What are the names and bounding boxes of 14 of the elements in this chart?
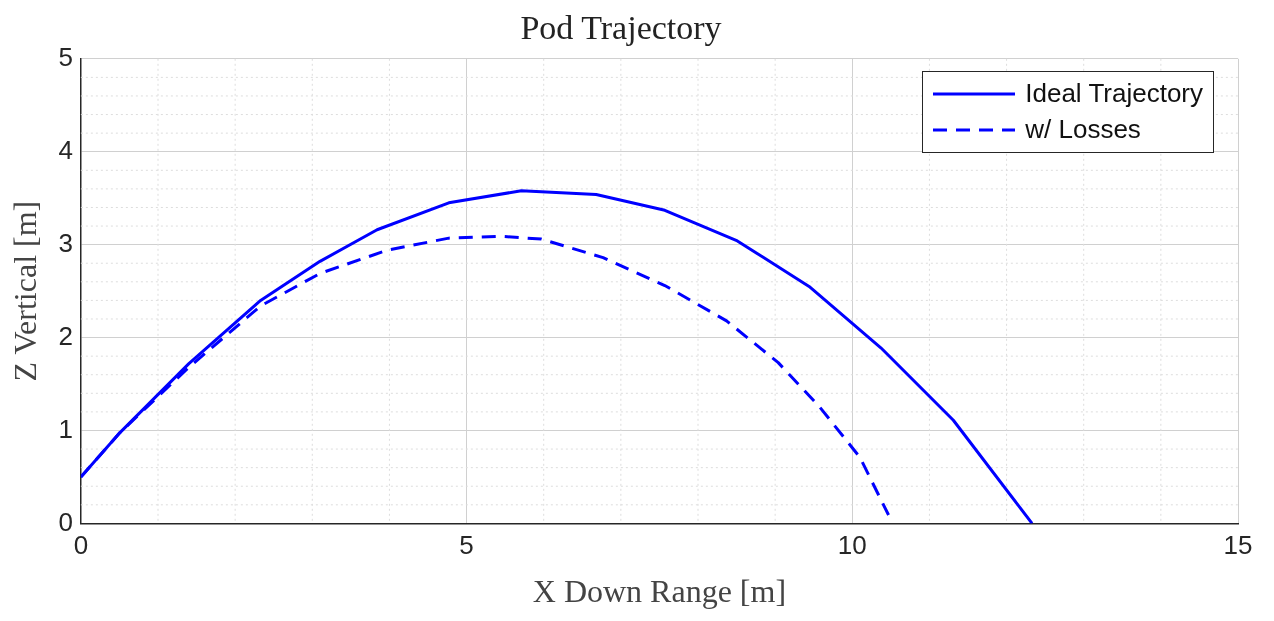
y-tick-label: 3 <box>58 227 73 258</box>
y-tick-label: 2 <box>58 320 73 351</box>
x-tick-label: 10 <box>837 530 867 561</box>
y-tick-label: 1 <box>58 413 73 444</box>
legend-label: Ideal Trajectory <box>1025 78 1203 110</box>
chart-title: Pod Trajectory <box>520 9 722 47</box>
x-tick-label: 15 <box>1223 530 1253 561</box>
y-tick-label: 5 <box>58 41 73 72</box>
y-tick-label: 4 <box>58 134 73 165</box>
y-tick-label: 0 <box>58 506 73 537</box>
x-tick-label: 5 <box>459 530 474 561</box>
legend-label: w/ Losses <box>1025 114 1141 146</box>
y-axis-title: Z Vertical [m] <box>6 200 43 382</box>
x-axis-title: X Down Range [m] <box>532 573 787 610</box>
